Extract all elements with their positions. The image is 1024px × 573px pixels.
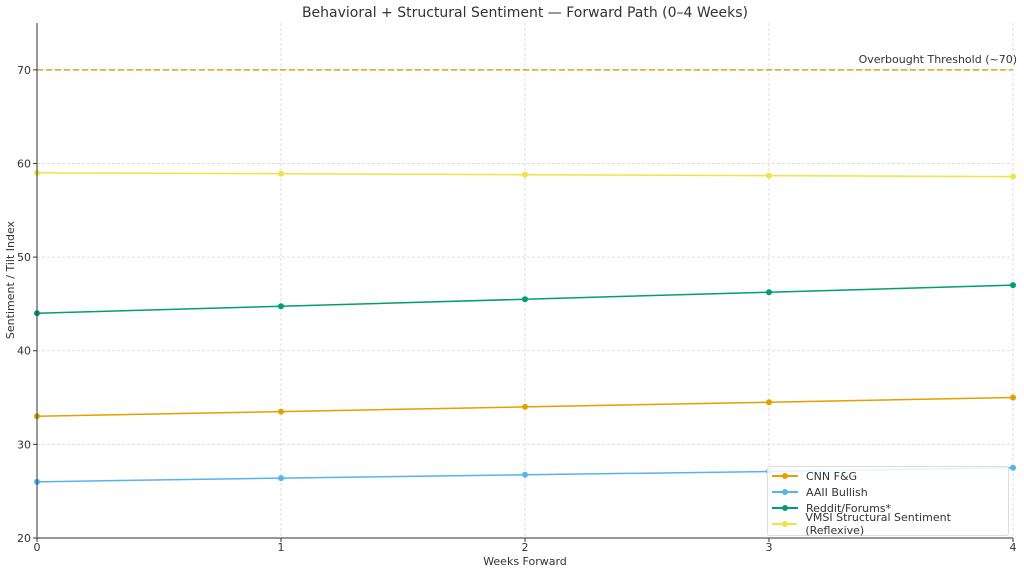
data-point — [1010, 394, 1016, 401]
data-point — [278, 475, 284, 482]
x-tick-label: 4 — [1010, 541, 1017, 554]
x-tick-label: 2 — [522, 541, 529, 554]
y-tick-label: 70 — [17, 64, 31, 77]
legend-item: VMSI Structural Sentiment (Reflexive) — [772, 511, 1008, 537]
data-point — [522, 471, 528, 478]
data-point — [1010, 173, 1016, 180]
data-point — [278, 408, 284, 415]
data-point — [522, 403, 528, 410]
data-point — [278, 170, 284, 177]
legend-item: CNN F&G — [772, 468, 1008, 484]
x-tick-label: 3 — [766, 541, 773, 554]
y-tick-label: 20 — [17, 532, 31, 545]
y-tick-label: 40 — [17, 345, 31, 358]
data-point — [766, 399, 772, 406]
legend-item: AAII Bullish — [772, 484, 1008, 500]
data-point — [1010, 464, 1016, 471]
data-point — [766, 289, 772, 296]
legend-swatch-cnn — [772, 471, 798, 481]
x-tick-label: 0 — [34, 541, 41, 554]
legend: CNN F&G AAII Bullish Reddit/Forums* VMSI… — [767, 466, 1009, 537]
legend-swatch-aaii — [772, 487, 798, 497]
data-point — [766, 172, 772, 179]
y-axis-label: Sentiment / Tilt Index — [4, 220, 17, 339]
x-tick-label: 1 — [278, 541, 285, 554]
legend-label: VMSI Structural Sentiment (Reflexive) — [805, 511, 951, 537]
legend-swatch-reddit — [772, 503, 798, 513]
y-tick-label: 50 — [17, 251, 31, 264]
threshold-label: Overbought Threshold (~70) — [859, 53, 1017, 66]
y-tick-label: 60 — [17, 157, 31, 170]
data-point — [278, 303, 284, 310]
x-axis-label: Weeks Forward — [483, 555, 567, 568]
legend-item: Reddit/Forums* — [772, 500, 1008, 516]
legend-label: CNN F&G — [806, 469, 858, 483]
data-point — [1010, 282, 1016, 289]
chart-title: Behavioral + Structural Sentiment — Forw… — [302, 5, 748, 21]
data-point — [522, 171, 528, 178]
data-point — [522, 296, 528, 303]
y-tick-label: 30 — [17, 438, 31, 451]
legend-label: AAII Bullish — [806, 485, 868, 499]
legend-label: Reddit/Forums* — [806, 501, 892, 515]
legend-swatch-vmsi — [772, 519, 798, 529]
